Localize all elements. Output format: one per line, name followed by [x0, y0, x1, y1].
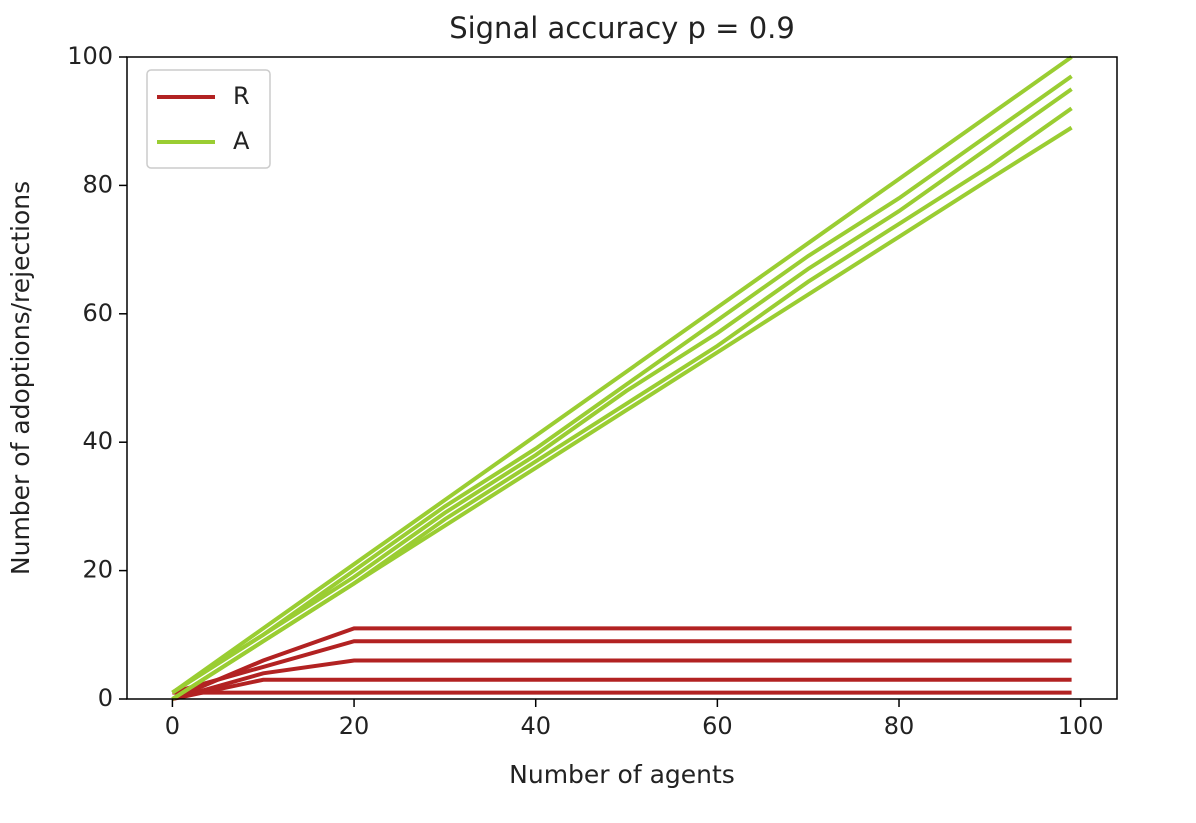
y-tick-label: 80 [82, 170, 113, 198]
x-tick-label: 0 [165, 712, 180, 740]
y-tick-label: 100 [67, 42, 113, 70]
series-line [171, 677, 1072, 701]
x-tick-label: 80 [884, 712, 915, 740]
series-line [171, 639, 1072, 695]
chart-title: Signal accuracy p = 0.9 [449, 11, 795, 45]
y-axis-label: Number of adoptions/rejections [6, 181, 35, 575]
x-tick-label: 100 [1058, 712, 1104, 740]
legend-frame [146, 69, 271, 169]
series-line [171, 74, 1073, 695]
x-tick-label: 60 [702, 712, 733, 740]
series-line [171, 658, 1072, 701]
series-line [171, 125, 1073, 701]
x-axis-label: Number of agents [509, 760, 735, 789]
x-tick-label: 40 [520, 712, 551, 740]
series-line [171, 55, 1073, 695]
legend-label: A [233, 127, 250, 155]
plot-frame [126, 56, 1118, 700]
series-line [171, 106, 1073, 701]
series-line [171, 626, 1072, 701]
legend-label: R [233, 82, 250, 110]
y-tick-label: 40 [82, 427, 113, 455]
series-line [171, 87, 1073, 695]
y-tick-label: 60 [82, 299, 113, 327]
x-tick-label: 20 [339, 712, 370, 740]
y-tick-label: 0 [98, 684, 113, 712]
y-tick-label: 20 [82, 556, 113, 584]
